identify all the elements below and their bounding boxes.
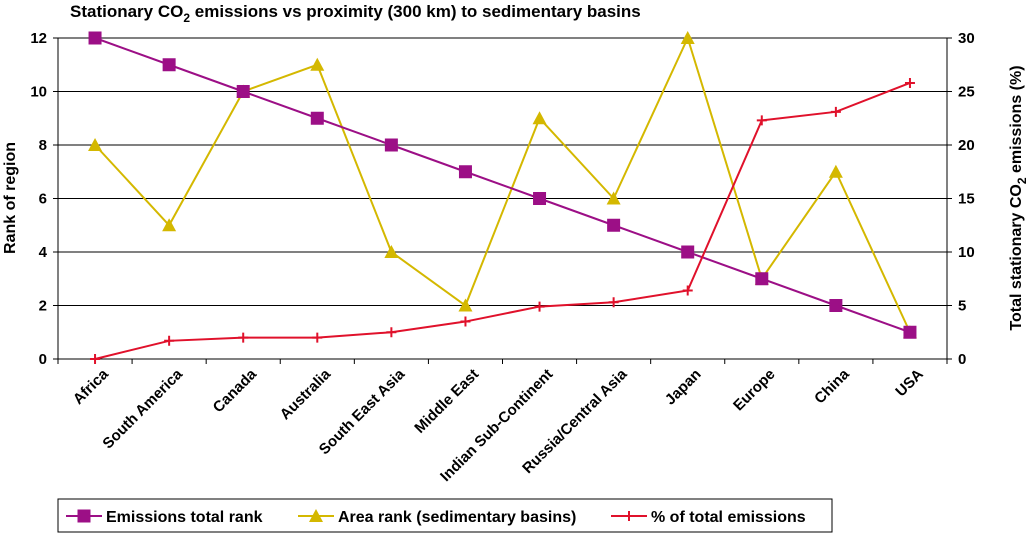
data-point — [608, 297, 619, 308]
data-point — [681, 245, 695, 259]
y2-axis-label-main: Total stationary CO — [1008, 184, 1025, 330]
legend-box — [57, 498, 833, 533]
legend-swatch-marker — [77, 509, 91, 523]
y2-axis-label: Total stationary CO2 emissions (%) — [1008, 65, 1029, 330]
right-tick-label: 0 — [958, 351, 966, 368]
chart-title-subscript: 2 — [183, 11, 190, 25]
right-tick-label: 10 — [958, 244, 975, 261]
right-tick-label: 15 — [958, 191, 975, 208]
data-point — [162, 218, 177, 232]
x-tick-label: Africa — [70, 365, 113, 408]
legend-item: Emissions total rank — [66, 509, 263, 526]
legend: Emissions total rank Area rank (sedimenta… — [57, 498, 833, 533]
data-point — [386, 327, 397, 338]
x-tick-label: Middle East — [411, 366, 482, 437]
data-point — [607, 218, 621, 232]
x-tick-label: Japan — [662, 366, 705, 409]
left-tick-label: 6 — [39, 191, 47, 208]
right-tick-label: 25 — [958, 84, 975, 101]
data-point — [458, 165, 472, 179]
series-plus — [90, 77, 915, 364]
data-point — [756, 115, 767, 126]
left-tick-label: 8 — [39, 137, 47, 154]
data-point — [312, 332, 323, 343]
left-tick-label: 0 — [39, 351, 47, 368]
data-point — [534, 301, 545, 312]
data-point — [88, 31, 102, 45]
y-axis-label: Rank of region — [2, 142, 19, 254]
series-square — [88, 31, 917, 339]
data-point — [88, 138, 103, 151]
series-line — [94, 82, 911, 360]
gridlines — [58, 37, 947, 306]
data-point — [680, 31, 695, 44]
data-point — [755, 272, 769, 286]
left-tick-label: 10 — [30, 84, 47, 101]
legend-swatch-marker — [309, 509, 323, 522]
data-point — [236, 85, 250, 98]
data-point — [310, 57, 325, 71]
x-tick-label: South America — [99, 365, 186, 452]
legend-label: Emissions total rank — [106, 509, 263, 526]
data-point — [829, 299, 843, 312]
left-tick-label: 12 — [30, 30, 47, 47]
legend-label: Area rank (sedimentary basins) — [338, 509, 576, 526]
data-point — [532, 111, 547, 125]
left-axis-ticks: 0 2 4 6 8 10 12 — [30, 30, 58, 368]
data-point — [162, 58, 176, 72]
y2-axis-label-rest: emissions (%) — [1008, 65, 1025, 177]
legend-item: % of total emissions — [611, 509, 806, 526]
series-layer — [88, 31, 917, 364]
x-tick-label: USA — [892, 366, 927, 401]
data-point — [606, 191, 621, 205]
chart-title-rest: emissions vs proximity (300 km) to sedim… — [190, 2, 641, 21]
legend-label: % of total emissions — [651, 509, 806, 526]
x-tick-label: Australia — [277, 365, 335, 423]
left-tick-label: 4 — [39, 244, 48, 261]
data-point — [384, 245, 399, 258]
chart-title-main: Stationary CO — [70, 2, 183, 21]
data-point — [682, 285, 693, 296]
x-tick-label: Canada — [210, 365, 261, 416]
data-point — [533, 192, 547, 205]
data-point — [458, 298, 473, 312]
right-tick-label: 5 — [958, 298, 966, 315]
legend-item: Area rank (sedimentary basins) — [298, 509, 576, 526]
right-axis-ticks: 0 5 10 15 20 25 30 — [947, 30, 975, 368]
data-point — [460, 316, 471, 327]
data-point — [238, 332, 249, 343]
left-tick-label: 2 — [39, 298, 47, 315]
chart-title: Stationary CO2 emissions vs proximity (3… — [70, 2, 641, 25]
data-point — [90, 354, 101, 364]
legend-swatch-marker — [624, 511, 634, 521]
data-point — [904, 77, 915, 88]
right-tick-label: 20 — [958, 137, 975, 154]
x-tick-label: Europe — [730, 366, 779, 415]
data-point — [830, 106, 841, 117]
data-point — [903, 325, 917, 339]
data-point — [828, 164, 843, 178]
right-tick-label: 30 — [958, 30, 975, 47]
y2-axis-label-subscript: 2 — [1015, 177, 1029, 184]
data-point — [310, 111, 324, 125]
x-tick-label: China — [811, 365, 853, 407]
data-point — [164, 335, 175, 346]
series-line — [94, 35, 911, 333]
series-line — [94, 37, 911, 334]
data-point — [384, 138, 398, 152]
